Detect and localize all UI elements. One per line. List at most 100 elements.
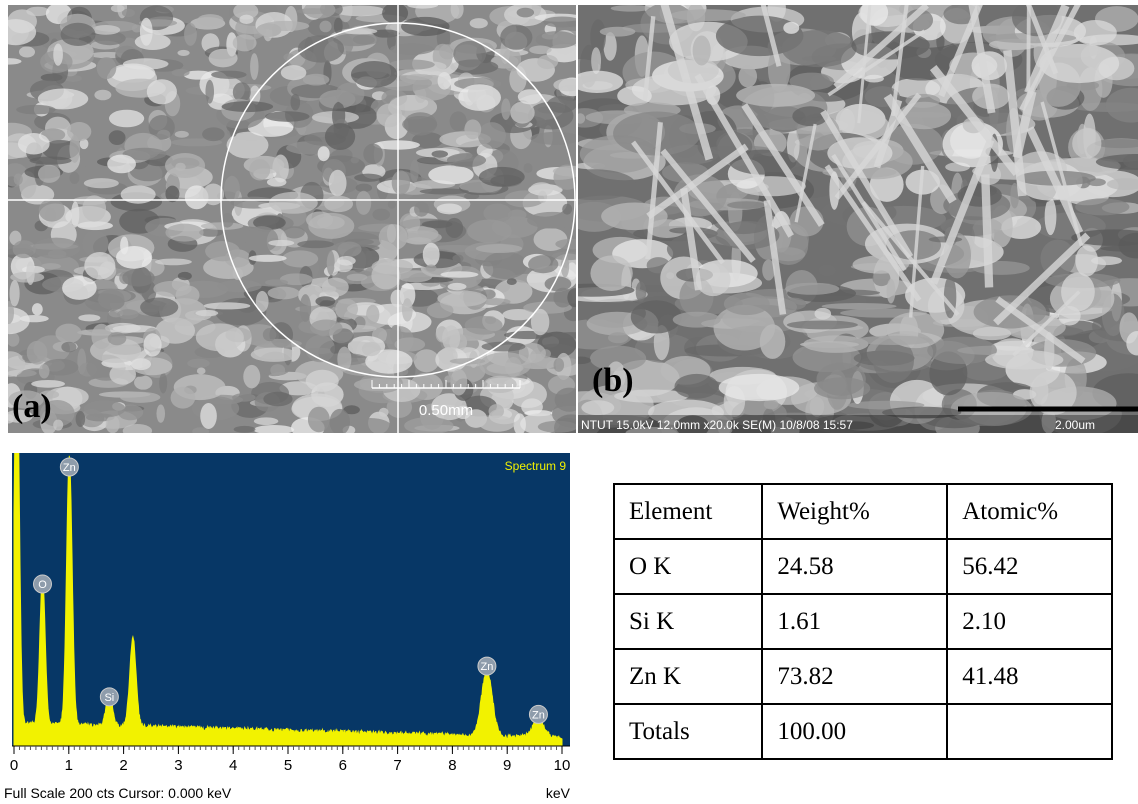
texture: [300, 294, 311, 322]
texture: [84, 178, 119, 188]
texture: [372, 209, 390, 221]
texture: [819, 264, 836, 276]
texture: [62, 276, 97, 300]
texture: [438, 72, 452, 90]
table-cell: Atomic%: [947, 484, 1112, 539]
texture: [78, 314, 100, 321]
x-tick-label: 3: [174, 757, 182, 774]
texture: [467, 220, 512, 243]
texture: [783, 22, 799, 34]
composition-table: ElementWeight%Atomic%O K24.5856.42Si K1.…: [613, 483, 1113, 760]
texture: [140, 298, 178, 317]
texture: [263, 392, 292, 406]
texture: [470, 18, 488, 28]
texture: [249, 159, 270, 180]
texture: [736, 84, 815, 107]
sem-image-b: NTUT 15.0kV 12.0mm x20.0k SE(M) 10/8/08 …: [578, 5, 1138, 433]
x-tick-label: 2: [119, 757, 127, 774]
texture: [205, 241, 240, 261]
texture: [693, 35, 711, 65]
texture: [335, 299, 358, 320]
texture: [10, 280, 20, 306]
table-cell: 41.48: [947, 649, 1112, 704]
texture: [353, 34, 380, 44]
texture: [864, 75, 884, 83]
texture: [26, 261, 34, 285]
texture: [325, 123, 355, 150]
texture: [887, 279, 896, 304]
texture: [636, 282, 647, 302]
texture: [217, 280, 261, 293]
texture: [209, 49, 238, 68]
table-cell: 73.82: [762, 649, 947, 704]
texture: [16, 105, 56, 114]
texture: [464, 119, 481, 139]
texture: [187, 359, 210, 368]
texture: [366, 305, 379, 325]
texture: [265, 279, 288, 286]
texture: [143, 333, 161, 356]
scale-label: 2.00um: [1055, 418, 1095, 432]
texture: [420, 188, 469, 194]
texture: [155, 259, 192, 266]
texture: [590, 255, 632, 291]
texture: [239, 15, 253, 24]
texture: [269, 192, 318, 214]
texture: [268, 240, 294, 246]
texture: [250, 53, 258, 80]
texture: [530, 182, 553, 196]
texture: [156, 404, 165, 422]
texture: [315, 296, 335, 306]
texture: [458, 84, 501, 111]
texture: [317, 216, 345, 229]
texture: [251, 347, 298, 361]
texture: [440, 271, 478, 278]
peak-label: O: [38, 579, 47, 591]
texture: [398, 270, 433, 282]
texture: [131, 358, 151, 370]
texture: [972, 51, 1008, 80]
texture: [165, 224, 203, 242]
texture: [117, 309, 139, 319]
texture: [308, 407, 330, 433]
texture: [432, 150, 449, 157]
texture: [1074, 20, 1117, 46]
texture: [448, 283, 467, 290]
flake: [1028, 5, 1029, 91]
texture: [389, 60, 435, 70]
table-cell: Totals: [614, 704, 762, 759]
table-cell: 24.58: [762, 539, 947, 594]
texture: [53, 44, 63, 66]
texture: [178, 272, 192, 280]
texture: [319, 21, 331, 33]
texture: [267, 178, 286, 187]
texture: [437, 203, 462, 214]
texture: [591, 47, 601, 74]
table-cell: 100.00: [762, 704, 947, 759]
texture: [671, 9, 746, 21]
texture: [20, 315, 49, 322]
panel-label: (a): [12, 388, 52, 425]
texture: [205, 80, 214, 104]
texture: [562, 204, 572, 215]
texture: [483, 376, 516, 393]
texture: [426, 264, 437, 271]
texture: [159, 373, 167, 393]
texture: [356, 191, 371, 215]
peak-label: Zn: [532, 709, 545, 721]
table-cell: 2.10: [947, 594, 1112, 649]
texture: [202, 127, 224, 141]
texture: [351, 61, 397, 88]
texture: [30, 156, 72, 164]
texture: [810, 397, 825, 417]
x-tick-label: 8: [448, 757, 456, 774]
texture: [282, 250, 318, 267]
texture: [233, 34, 257, 51]
footer: Full Scale 200 cts Cursor: 0.000 keV: [4, 785, 232, 801]
texture: [410, 159, 419, 182]
x-unit: keV: [546, 785, 571, 801]
texture: [232, 393, 256, 402]
texture: [306, 370, 339, 392]
texture: [929, 236, 962, 242]
texture: [268, 287, 300, 300]
